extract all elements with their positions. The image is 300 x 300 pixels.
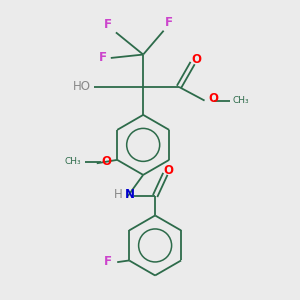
Text: H: H — [114, 188, 123, 201]
Text: F: F — [99, 52, 107, 64]
Text: O: O — [101, 155, 111, 168]
Text: O: O — [208, 92, 219, 105]
Text: HO: HO — [73, 80, 91, 93]
Text: N: N — [124, 188, 134, 201]
Text: F: F — [165, 16, 173, 29]
Text: F: F — [103, 255, 111, 268]
Text: O: O — [191, 53, 201, 66]
Text: CH₃: CH₃ — [65, 157, 81, 166]
Text: F: F — [104, 18, 112, 31]
Text: O: O — [164, 164, 174, 177]
Text: CH₃: CH₃ — [233, 96, 250, 105]
